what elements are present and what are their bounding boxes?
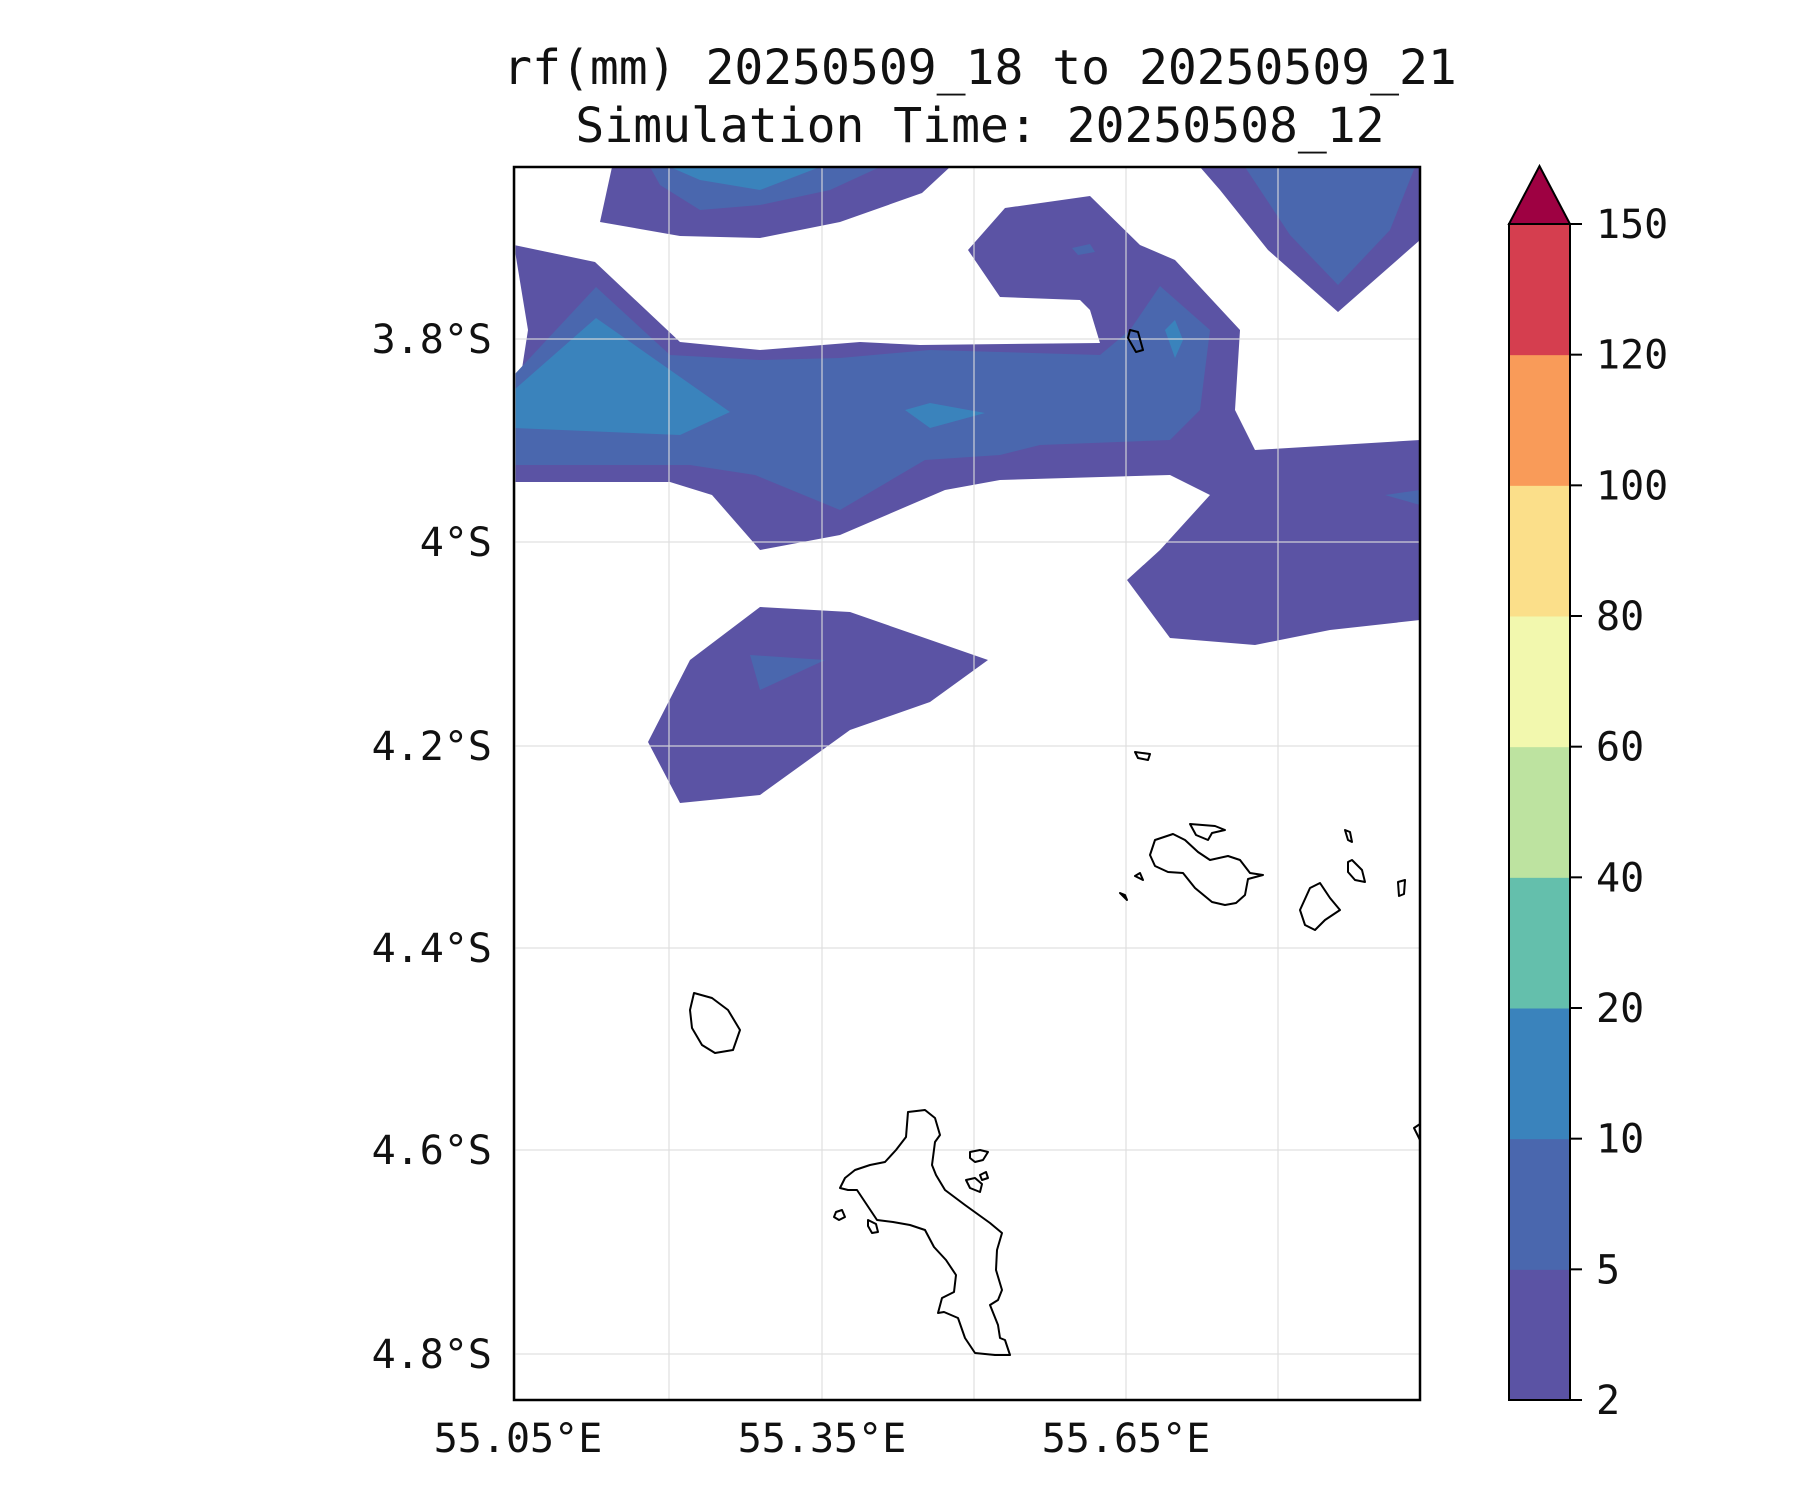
island-small-5	[867, 1219, 879, 1234]
colorbar-tick-label: 5	[1596, 1247, 1620, 1293]
map-frame	[512, 165, 1422, 1402]
colorbar-tick-label: 10	[1596, 1117, 1644, 1163]
lat-label: 4.6°S	[372, 1128, 492, 1174]
rain-contour-10-20	[670, 167, 820, 190]
island-small-1	[969, 1149, 989, 1163]
rain-contour-5-10	[1072, 244, 1095, 255]
map-title-line-2: Simulation Time: 20250508_12	[575, 98, 1385, 154]
lon-label: 55.05°E	[434, 1416, 603, 1462]
island-small-6	[1347, 859, 1366, 883]
colorbar-segment	[1509, 746, 1570, 878]
map-title-line-1: rf(mm) 20250509_18 to 20250509_21	[503, 40, 1457, 96]
colorbar-tick-label: 120	[1596, 333, 1668, 379]
colorbar-frame	[1508, 223, 1571, 1401]
lat-label: 4.2°S	[372, 724, 492, 770]
island-north-islet	[1127, 329, 1144, 353]
island-small-8	[1397, 879, 1406, 897]
colorbar-tick-label: 40	[1596, 855, 1644, 901]
island-small-2	[965, 1177, 983, 1193]
island-curieuse-outline	[1189, 823, 1226, 841]
colorbar-segment	[1509, 1008, 1570, 1140]
rain-contour-10-20	[905, 403, 985, 428]
island-small-4	[833, 1209, 846, 1221]
colorbar-segment	[1509, 1269, 1570, 1401]
rain-contour-2-5	[648, 607, 988, 803]
rain-contour-5-10	[1385, 490, 1420, 505]
colorbar-segment	[1509, 354, 1570, 486]
colorbar-tick-label: 2	[1596, 1378, 1620, 1424]
lat-label: 3.8°S	[372, 317, 492, 363]
island-silhouette-outline	[689, 992, 741, 1054]
colorbar-segment	[1509, 224, 1570, 356]
lon-label: 55.65°E	[1042, 1416, 1211, 1462]
lat-label: 4°S	[420, 520, 492, 566]
rain-contour-5-10	[514, 286, 1210, 510]
colorbar-segment	[1509, 877, 1570, 1009]
colorbar-tick-label: 60	[1596, 725, 1644, 771]
rainfall-contours	[514, 167, 1420, 803]
colorbar-segment	[1509, 616, 1570, 748]
island-small-7	[1344, 829, 1353, 843]
colorbar-segment	[1509, 485, 1570, 617]
lon-label: 55.35°E	[738, 1416, 907, 1462]
island-mahe-outline	[839, 1109, 1011, 1356]
lat-label: 4.8°S	[372, 1332, 492, 1378]
longitude-labels: 55.05°E 55.35°E 55.65°E	[434, 1416, 1211, 1462]
island-small-3	[979, 1171, 989, 1181]
colorbar-tick-label: 20	[1596, 986, 1644, 1032]
lat-label: 4.4°S	[372, 926, 492, 972]
colorbar-tick-label: 100	[1596, 463, 1668, 509]
island-la-digue-outline	[1299, 882, 1341, 931]
latitude-labels: 3.8°S 4°S 4.2°S 4.4°S 4.6°S 4.8°S	[372, 317, 492, 1378]
rain-contour-5-10	[1245, 167, 1415, 285]
coastlines	[689, 329, 1421, 1356]
island-praslin-outline	[1149, 833, 1264, 906]
rain-contour-5-10	[750, 655, 825, 690]
colorbar-segment	[1509, 1138, 1570, 1270]
colorbar-extend-arrow	[1507, 163, 1572, 225]
rain-contour-10-20	[514, 318, 730, 435]
colorbar-tick-label: 80	[1596, 594, 1644, 640]
island-small-10	[1134, 872, 1144, 881]
colorbar-tick-label: 150	[1596, 202, 1668, 248]
island-small-9	[1134, 751, 1151, 761]
colorbar: 2 5 10 20 40 60 80 100 120 150	[1507, 163, 1668, 1424]
island-small-11	[1119, 892, 1128, 901]
